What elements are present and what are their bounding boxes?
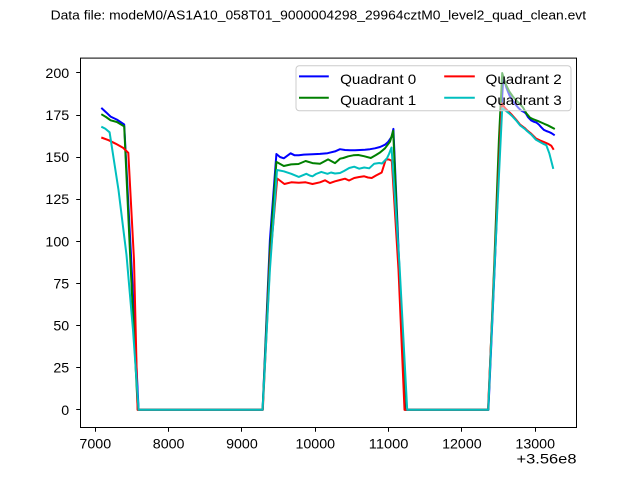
svg-text:Quadrant 2: Quadrant 2: [486, 72, 562, 87]
svg-text:25: 25: [53, 360, 69, 376]
svg-text:8000: 8000: [153, 435, 185, 451]
svg-text:11000: 11000: [369, 435, 409, 451]
svg-text:13000: 13000: [515, 435, 555, 451]
svg-text:Quadrant 3: Quadrant 3: [486, 93, 563, 108]
svg-text:12000: 12000: [442, 435, 482, 451]
svg-text:7000: 7000: [79, 435, 111, 451]
svg-text:150: 150: [45, 149, 69, 165]
svg-text:9000: 9000: [226, 435, 258, 451]
svg-text:Quadrant 1: Quadrant 1: [340, 93, 416, 108]
svg-text:Quadrant 0: Quadrant 0: [340, 72, 417, 87]
svg-text:0: 0: [61, 402, 69, 418]
svg-text:+3.56e8: +3.56e8: [517, 451, 577, 467]
svg-text:Data file: modeM0/AS1A10_058T0: Data file: modeM0/AS1A10_058T01_90000042…: [51, 8, 587, 23]
svg-text:10000: 10000: [295, 435, 335, 451]
svg-text:175: 175: [45, 107, 69, 123]
svg-text:100: 100: [45, 233, 69, 249]
svg-text:75: 75: [53, 275, 69, 291]
svg-text:200: 200: [45, 65, 69, 81]
svg-text:125: 125: [45, 191, 69, 207]
svg-text:50: 50: [53, 318, 69, 334]
